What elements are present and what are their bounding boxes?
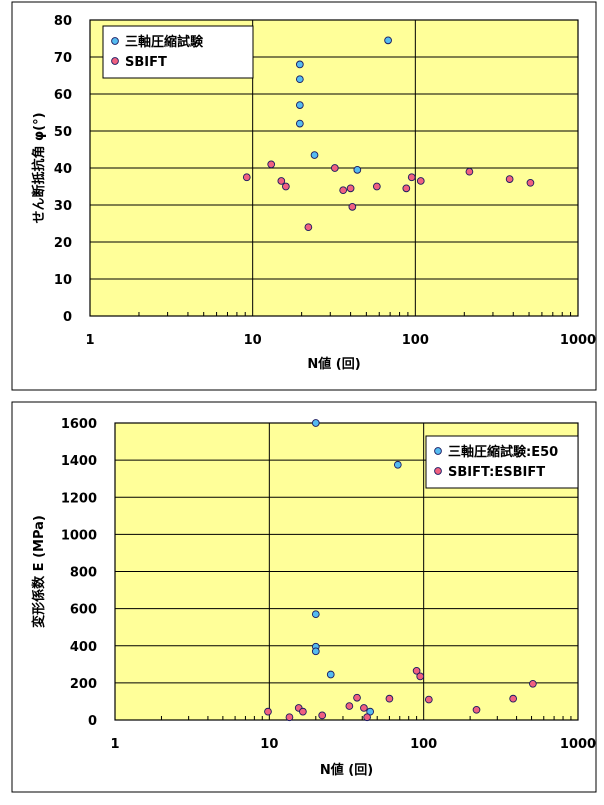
plot-border	[114, 422, 579, 721]
data-point	[295, 101, 304, 109]
y-tick-label: 400	[70, 640, 97, 655]
data-point	[326, 670, 335, 679]
legend-marker	[434, 447, 442, 455]
data-point	[267, 160, 276, 169]
data-point	[472, 705, 481, 714]
series-2	[264, 666, 537, 722]
data-point	[353, 693, 361, 702]
data-point	[295, 75, 304, 84]
y-tick-label: 60	[54, 88, 72, 103]
legend-label: SBIFT	[125, 55, 167, 70]
data-point	[509, 694, 517, 703]
y-tick-label: 10	[54, 273, 72, 288]
plot-border	[89, 19, 579, 317]
data-point	[363, 713, 371, 722]
legend-label: 三軸圧縮試験	[125, 34, 204, 50]
legend-box	[102, 25, 254, 79]
y-tick-label: 200	[70, 677, 97, 692]
data-point	[416, 672, 425, 681]
data-point	[360, 704, 368, 712]
data-point	[348, 203, 357, 211]
y-tick-label: 50	[54, 125, 72, 140]
y-tick-label: 1200	[61, 491, 97, 506]
data-point	[345, 702, 354, 710]
data-point	[412, 666, 421, 675]
chart-1: 0 10 20 30 40 50 60 70 80 1 10 100 1000 N値 (回) せん断抵抗角 …	[11, 1, 597, 391]
x-tick-label: 100	[402, 333, 429, 348]
data-point	[393, 460, 402, 469]
data-point	[526, 178, 535, 187]
legend-label: SBIFT:ESBIFT	[448, 465, 545, 480]
y-tick-label: 30	[54, 199, 72, 214]
legend-box	[425, 435, 579, 489]
y-tick-label: 0	[63, 310, 72, 325]
y-tick-label: 600	[70, 603, 97, 618]
data-point	[311, 647, 320, 656]
series-1	[295, 36, 392, 174]
legend-marker	[111, 57, 119, 65]
data-point	[373, 182, 381, 191]
data-point	[299, 707, 307, 716]
y-tick-label: 0	[88, 714, 97, 729]
data-point	[416, 177, 425, 185]
data-point	[264, 707, 272, 716]
y-axis-title: 変形係数 E (MPa)	[31, 515, 47, 628]
data-point	[318, 711, 327, 720]
data-point	[311, 419, 320, 427]
y-tick-label: 70	[54, 51, 72, 66]
data-point	[282, 182, 290, 191]
series-2	[242, 160, 535, 232]
data-point	[295, 119, 304, 128]
data-point	[311, 610, 320, 619]
legend-marker	[111, 37, 119, 45]
data-point	[529, 679, 537, 688]
data-point	[402, 184, 411, 193]
data-point	[330, 164, 339, 172]
y-tick-label: 1000	[61, 528, 97, 543]
data-point	[277, 177, 286, 185]
y-tick-label: 80	[54, 14, 72, 29]
data-point	[295, 60, 304, 69]
x-tick-label: 100	[410, 737, 437, 752]
y-tick-label: 40	[54, 162, 72, 177]
data-point	[505, 175, 514, 183]
data-point	[424, 695, 433, 704]
x-tick-label: 10	[260, 737, 278, 752]
legend-marker	[434, 467, 442, 475]
data-point	[407, 173, 416, 182]
y-tick-label: 1400	[61, 454, 97, 469]
chart-2: 0 200 400 600 800 1000 1200 1400 1600 1 10 100 1000 N…	[11, 401, 597, 793]
series-1	[311, 419, 402, 716]
data-point	[353, 166, 362, 174]
x-tick-label: 1	[85, 333, 94, 348]
x-tick-label: 10	[244, 333, 262, 348]
y-tick-label: 20	[54, 236, 72, 251]
data-point	[385, 694, 394, 703]
y-axis-title: せん断抵抗角 φ(°)	[31, 112, 47, 223]
x-tick-label: 1000	[560, 333, 596, 348]
x-tick-label: 1000	[560, 737, 596, 752]
x-axis-title: N値 (回)	[307, 356, 360, 372]
data-point	[384, 36, 392, 45]
data-point	[310, 151, 319, 159]
legend-label: 三軸圧縮試験:E50	[448, 444, 558, 460]
x-tick-label: 1	[110, 737, 119, 752]
y-tick-label: 1600	[61, 417, 97, 432]
data-point	[346, 184, 355, 193]
y-tick-label: 800	[70, 566, 97, 581]
data-point	[242, 173, 251, 182]
data-point	[339, 186, 348, 195]
x-axis-title: N値 (回)	[320, 762, 373, 778]
data-point	[304, 223, 313, 232]
data-point	[465, 167, 474, 176]
data-point	[285, 713, 294, 722]
